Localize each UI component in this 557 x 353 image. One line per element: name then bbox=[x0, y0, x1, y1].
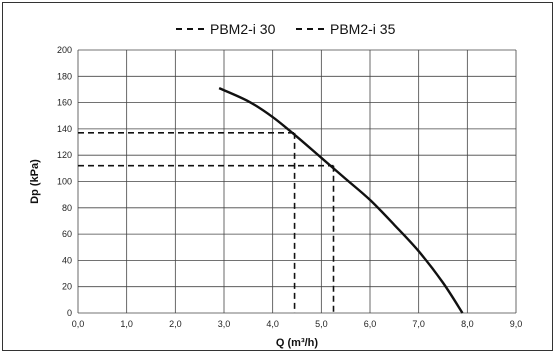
grid-lines bbox=[77, 49, 517, 314]
chart-frame bbox=[2, 2, 553, 351]
y-tick-labels: 0 20 40 60 80 100 120 140 160 180 200 bbox=[57, 45, 72, 318]
x-tick-label: 3,0 bbox=[218, 319, 231, 329]
legend-label-pbm2-i-30: PBM2-i 30 bbox=[210, 21, 276, 37]
operating-point-lines bbox=[78, 132, 335, 313]
x-tick-label: 7,0 bbox=[412, 319, 425, 329]
y-tick-label: 100 bbox=[57, 177, 72, 187]
y-tick-label: 120 bbox=[57, 150, 72, 160]
y-tick-label: 40 bbox=[62, 255, 72, 265]
y-tick-label: 20 bbox=[62, 282, 72, 292]
x-tick-label: 8,0 bbox=[461, 319, 474, 329]
x-tick-label: 5,0 bbox=[315, 319, 328, 329]
x-tick-label: 0,0 bbox=[72, 319, 85, 329]
y-tick-label: 140 bbox=[57, 124, 72, 134]
legend: PBM2-i 30 PBM2-i 35 bbox=[176, 21, 396, 37]
y-tick-label: 0 bbox=[67, 308, 72, 318]
y-tick-label: 180 bbox=[57, 71, 72, 81]
x-tick-label: 9,0 bbox=[510, 319, 523, 329]
x-axis-title: Q (m³/h) bbox=[276, 337, 318, 349]
x-tick-label: 2,0 bbox=[169, 319, 182, 329]
series-line-pump-curve bbox=[218, 87, 464, 314]
x-tick-label: 6,0 bbox=[364, 319, 377, 329]
y-axis-title: Dp (kPa) bbox=[29, 159, 41, 204]
y-tick-label: 160 bbox=[57, 98, 72, 108]
y-tick-label: 60 bbox=[62, 229, 72, 239]
x-tick-label: 1,0 bbox=[120, 319, 133, 329]
x-tick-labels: 0,0 1,0 2,0 3,0 4,0 5,0 6,0 7,0 8,0 9,0 bbox=[72, 319, 523, 329]
y-tick-label: 80 bbox=[62, 203, 72, 213]
y-tick-label: 200 bbox=[57, 45, 72, 55]
x-tick-label: 4,0 bbox=[266, 319, 279, 329]
legend-label-pbm2-i-35: PBM2-i 35 bbox=[330, 21, 396, 37]
